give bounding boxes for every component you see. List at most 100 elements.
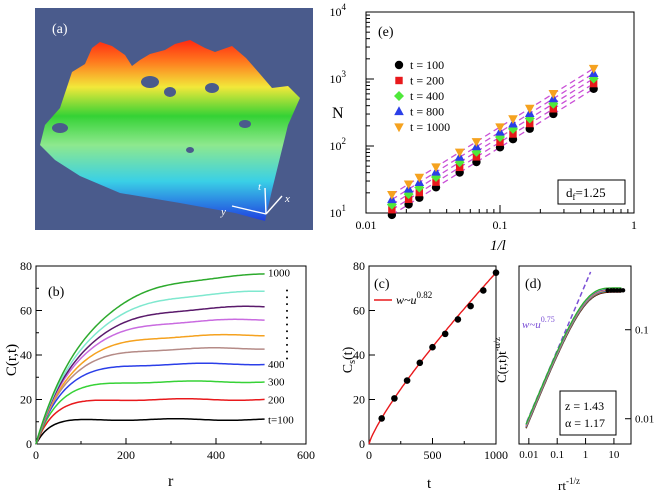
panel-d-ylabel: C(r,t)t-α/z bbox=[492, 337, 509, 383]
panel-b-ellipsis-dot bbox=[286, 296, 288, 299]
panel-e-legend-label: t = 400 bbox=[410, 89, 444, 103]
panel-d-alpha-text: α = 1.17 bbox=[565, 416, 605, 430]
surface-hole bbox=[239, 120, 251, 128]
panel-b-ellipsis-dot bbox=[286, 303, 288, 306]
panel-e-x-tick-label: 0.1 bbox=[493, 218, 508, 232]
panel-b-curve bbox=[35, 273, 265, 445]
panel-e-legend-marker bbox=[394, 60, 404, 70]
panel-a-surface bbox=[40, 40, 300, 221]
panel-b-x-tick-label: 400 bbox=[207, 448, 225, 462]
panel-d-y-tick-label: 0.01 bbox=[635, 414, 654, 426]
panel-a-axis-t-label: t bbox=[258, 181, 262, 193]
panel-d-collapse-point bbox=[605, 288, 610, 293]
panel-a-axis-x-label: x bbox=[284, 193, 290, 205]
panel-b-series-label: t=100 bbox=[268, 415, 294, 427]
panel-e-legend-marker bbox=[394, 106, 404, 116]
surface-hole bbox=[186, 147, 194, 153]
panel-c-y-tick-label: 60 bbox=[353, 304, 365, 318]
panel-b-x-tick-label: 0 bbox=[33, 448, 39, 462]
panel-c-point bbox=[403, 377, 411, 384]
panel-e-y-tick-label: 102 bbox=[330, 136, 347, 153]
panel-b-y-tick-label: 60 bbox=[20, 304, 32, 318]
panel-c-xlabel: t bbox=[427, 476, 432, 492]
panel-d-dashed-label: w~u0.75 bbox=[522, 315, 555, 331]
panel-d-collapse-point bbox=[611, 288, 617, 293]
panel-b-curve bbox=[35, 417, 265, 445]
panel-e-point bbox=[415, 188, 424, 197]
panel-e-label: (e) bbox=[378, 25, 394, 40]
panel-a: (a) y x t bbox=[35, 8, 313, 230]
panel-e-y-tick-label: 101 bbox=[330, 203, 347, 220]
panel-b-ellipsis-dot bbox=[286, 330, 288, 333]
panel-a-axes bbox=[231, 187, 283, 215]
panel-e-point bbox=[404, 195, 413, 203]
panel-d-xlabel: rt-1/z bbox=[558, 476, 580, 493]
panel-b-series-label: 400 bbox=[268, 359, 285, 371]
panel-b-ellipsis-dot bbox=[286, 323, 288, 326]
panel-e-x-tick-label: 1 bbox=[631, 218, 637, 232]
panel-e-point bbox=[496, 138, 504, 146]
panel-c-legend-text: w~u0.82 bbox=[396, 290, 432, 307]
panel-c: 0 500 1000 0 20 40 60 80 (c) w~u0.82 Cs(t) t bbox=[341, 259, 508, 492]
panel-b-ellipsis-dot bbox=[286, 337, 288, 340]
panel-b-ellipsis-dot bbox=[286, 350, 288, 353]
panel-e-y-tick-label: 104 bbox=[330, 2, 347, 19]
panel-c-y-tick-label: 0 bbox=[359, 437, 365, 451]
panel-e-point bbox=[403, 180, 414, 190]
panel-d-collapse-curve bbox=[525, 287, 622, 425]
panel-b-ellipsis-dot bbox=[286, 316, 288, 319]
panel-e-point bbox=[472, 153, 481, 161]
panel-e-point bbox=[524, 104, 535, 114]
panel-d-frame bbox=[518, 265, 632, 445]
panel-e-point bbox=[455, 163, 464, 172]
panel-a-axis-y-label: y bbox=[220, 206, 226, 218]
panel-c-point bbox=[378, 415, 386, 422]
panel-c-point bbox=[467, 302, 474, 310]
panel-a-holes bbox=[52, 76, 251, 153]
panel-d-collapse-point bbox=[620, 288, 626, 293]
panel-e-point bbox=[508, 115, 518, 125]
panel-e-legend-label: t = 100 bbox=[410, 58, 444, 72]
panel-e-point bbox=[431, 163, 441, 173]
panel-c-label: (c) bbox=[374, 277, 390, 292]
panel-b-curve bbox=[35, 380, 265, 445]
panel-c-x-tick-label: 1000 bbox=[484, 448, 508, 462]
panel-e-legend-label: t = 800 bbox=[410, 105, 444, 119]
panel-e-ylabel: N bbox=[332, 105, 344, 122]
panel-c-y-tick-label: 40 bbox=[353, 348, 365, 362]
panel-d-x-tick-label: 0.1 bbox=[550, 449, 564, 461]
panel-e-point bbox=[589, 79, 598, 88]
panel-e-point bbox=[549, 105, 558, 113]
panel-c-point bbox=[416, 359, 424, 367]
panel-b-label: (b) bbox=[48, 285, 65, 300]
panel-c-y-tick-label: 20 bbox=[353, 393, 365, 407]
panel-e-point bbox=[471, 138, 482, 147]
panel-e-legend-marker bbox=[394, 123, 404, 133]
panel-b-ellipsis-dot bbox=[286, 289, 288, 292]
panel-b-series-label: 200 bbox=[268, 395, 285, 407]
panel-d-x-tick-label: 1 bbox=[583, 449, 589, 461]
panel-b-y-tick-label: 80 bbox=[20, 259, 32, 273]
panel-b-curve bbox=[35, 362, 265, 445]
panel-c-point bbox=[391, 395, 398, 402]
panel-e-legend-marker bbox=[395, 76, 403, 85]
panel-e-legend-label: t = 1000 bbox=[410, 120, 450, 134]
panel-e-point bbox=[388, 206, 396, 214]
panel-e-point bbox=[526, 119, 534, 128]
panel-b-curve bbox=[35, 347, 265, 445]
panel-e-point bbox=[588, 64, 599, 74]
panel-b-y-tick-label: 40 bbox=[20, 348, 32, 362]
panel-c-point bbox=[454, 316, 462, 323]
panel-e-point bbox=[454, 148, 465, 158]
panel-b-x-tick-label: 600 bbox=[297, 448, 315, 462]
panel-c-point bbox=[480, 287, 487, 294]
panel-e-annotation-box bbox=[557, 179, 626, 205]
panel-b-ellipsis-dot bbox=[286, 309, 288, 312]
panel-c-point bbox=[441, 330, 449, 338]
panel-d-z-text: z = 1.43 bbox=[565, 399, 604, 413]
surface-hole bbox=[52, 123, 68, 133]
panel-e-legend-label: t = 200 bbox=[410, 74, 444, 88]
surface-hole bbox=[205, 83, 219, 93]
